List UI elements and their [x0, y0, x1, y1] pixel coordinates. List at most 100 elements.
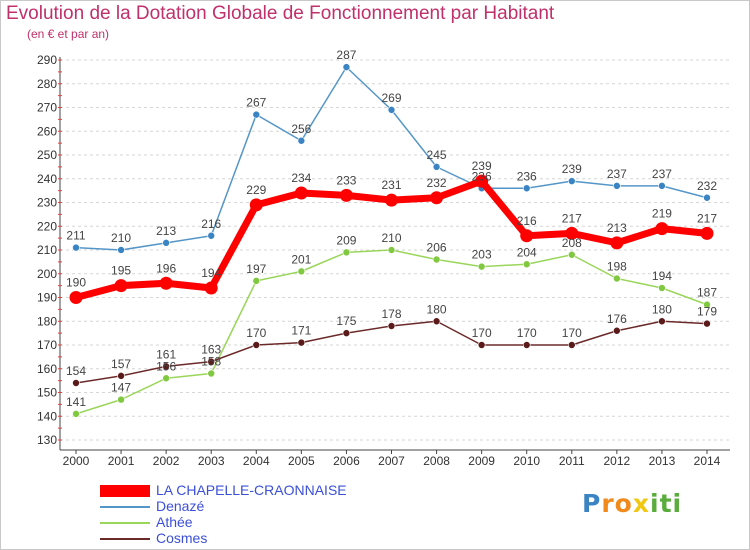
data-label-ath-e: 187 [697, 286, 717, 300]
data-label-cosmes: 170 [517, 326, 537, 340]
data-point-la-chapelle-craonnaise [69, 291, 83, 304]
data-point-cosmes [297, 338, 306, 347]
data-label-cosmes: 175 [336, 314, 356, 328]
data-label-denaz-: 256 [291, 122, 311, 136]
data-point-cosmes [432, 317, 441, 326]
data-label-ath-e: 209 [336, 233, 356, 247]
plot-area [60, 57, 730, 450]
x-tick-label: 2008 [423, 454, 450, 468]
data-label-la-chapelle-craonnaise: 213 [607, 221, 627, 235]
data-point-denaz- [252, 110, 261, 119]
x-tick-label: 2002 [153, 454, 180, 468]
data-label-cosmes: 180 [652, 302, 672, 316]
data-point-la-chapelle-craonnaise [610, 236, 624, 250]
data-point-ath-e [297, 267, 306, 276]
data-label-cosmes: 170 [562, 326, 582, 340]
data-label-cosmes: 178 [381, 307, 401, 321]
data-label-la-chapelle-craonnaise: 196 [156, 261, 176, 275]
x-tick-label: 2012 [604, 454, 631, 468]
logo-letter: i [650, 489, 660, 518]
data-point-ath-e [432, 255, 441, 264]
x-tick-label: 2004 [243, 454, 270, 468]
data-point-cosmes [477, 341, 486, 349]
data-label-ath-e: 203 [472, 248, 492, 262]
data-label-denaz-: 232 [697, 179, 717, 193]
data-label-denaz-: 287 [336, 48, 356, 62]
data-label-ath-e: 208 [562, 236, 582, 250]
data-label-la-chapelle-craonnaise: 219 [652, 207, 672, 221]
y-tick-label: 210 [37, 243, 57, 257]
data-point-la-chapelle-craonnaise [700, 226, 714, 240]
x-tick-label: 2014 [694, 454, 721, 468]
data-label-cosmes: 180 [427, 302, 447, 316]
data-point-denaz- [297, 136, 306, 145]
y-tick-label: 170 [37, 338, 57, 352]
y-tick-label: 160 [37, 362, 57, 376]
data-point-ath-e [342, 248, 351, 257]
y-tick-label: 230 [37, 196, 57, 210]
data-label-cosmes: 163 [201, 343, 221, 357]
legend-swatch-la-chapelle-craonnaise [100, 485, 150, 497]
data-label-la-chapelle-craonnaise: 234 [291, 171, 311, 185]
data-label-la-chapelle-craonnaise: 229 [246, 183, 266, 197]
data-label-cosmes: 157 [111, 357, 131, 371]
data-label-ath-e: 210 [381, 231, 401, 245]
data-label-ath-e: 194 [652, 269, 672, 283]
data-point-denaz- [703, 193, 711, 202]
logo-letter: P [582, 489, 602, 518]
data-point-ath-e [658, 284, 666, 292]
data-point-la-chapelle-craonnaise [475, 174, 489, 188]
legend-label: Denazé [156, 498, 205, 514]
data-point-ath-e [207, 369, 216, 378]
data-label-cosmes: 161 [156, 347, 176, 361]
data-point-ath-e [387, 246, 396, 254]
data-label-denaz-: 237 [607, 167, 627, 181]
data-point-ath-e [72, 410, 80, 418]
y-tick-label: 200 [37, 267, 57, 281]
data-point-cosmes [207, 357, 216, 366]
x-tick-label: 2003 [198, 454, 225, 468]
chart-title: Evolution de la Dotation Globale de Fonc… [6, 3, 555, 24]
data-label-cosmes: 170 [472, 326, 492, 340]
data-point-cosmes [387, 322, 396, 330]
data-label-la-chapelle-craonnaise: 217 [697, 211, 717, 225]
data-point-denaz- [162, 239, 170, 247]
data-point-denaz- [432, 163, 441, 171]
x-tick-label: 2007 [378, 454, 405, 468]
data-label-ath-e: 158 [201, 355, 221, 369]
y-tick-label: 240 [37, 172, 57, 186]
data-label-cosmes: 179 [697, 305, 717, 319]
data-point-cosmes [117, 372, 125, 380]
data-point-la-chapelle-craonnaise [114, 279, 128, 293]
data-point-ath-e [613, 274, 621, 283]
data-point-la-chapelle-craonnaise [430, 191, 444, 205]
logo-letter: x [632, 489, 650, 518]
data-point-ath-e [252, 277, 261, 285]
data-label-la-chapelle-craonnaise: 194 [201, 266, 221, 280]
data-point-la-chapelle-craonnaise [520, 229, 534, 243]
data-point-ath-e [477, 262, 486, 271]
x-tick-label: 2009 [468, 454, 495, 468]
data-point-denaz- [567, 177, 576, 185]
y-tick-label: 140 [37, 409, 57, 423]
data-point-ath-e [567, 250, 576, 259]
data-point-la-chapelle-craonnaise [159, 276, 173, 290]
x-tick-label: 2011 [559, 454, 585, 468]
data-point-la-chapelle-craonnaise [655, 222, 669, 236]
data-label-cosmes: 171 [291, 324, 311, 338]
data-point-denaz- [613, 182, 621, 190]
legend-label: LA CHAPELLE-CRAONNAISE [156, 482, 347, 498]
data-point-la-chapelle-craonnaise [204, 281, 218, 295]
chart-subtitle: (en € et par an) [27, 27, 110, 41]
data-point-denaz- [72, 243, 80, 252]
data-label-ath-e: 156 [156, 359, 176, 373]
y-tick-label: 130 [37, 433, 57, 447]
y-tick-label: 260 [37, 124, 57, 138]
y-tick-label: 220 [37, 219, 57, 233]
data-label-la-chapelle-craonnaise: 217 [562, 211, 582, 225]
logo-letter: r [601, 489, 615, 518]
data-label-ath-e: 197 [246, 262, 266, 276]
data-point-la-chapelle-craonnaise [249, 198, 263, 212]
data-label-la-chapelle-craonnaise: 190 [66, 276, 86, 290]
